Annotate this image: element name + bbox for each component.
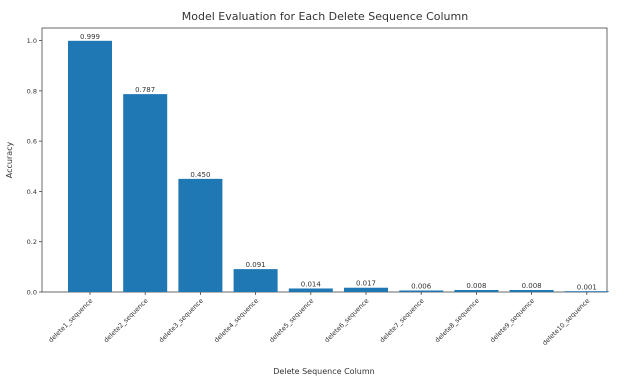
x-axis: delete1_sequence delete2_sequence delete3_… — [47, 292, 591, 347]
y-tick-label: 0.6 — [27, 138, 37, 146]
bar-value-label: 0.014 — [301, 280, 322, 288]
bar — [288, 288, 333, 292]
x-tick-label: delete7_sequence — [378, 297, 426, 345]
bar-value-label: 0.008 — [466, 282, 486, 290]
bar-value-label: 0.091 — [246, 261, 266, 269]
bar — [509, 289, 554, 292]
bar — [233, 269, 278, 292]
x-tick-label: delete8_sequence — [433, 297, 481, 345]
y-tick-label: 1.0 — [27, 37, 37, 45]
x-tick-label: delete5_sequence — [268, 297, 316, 345]
data-labels-group: 0.999 0.787 0.450 0.091 0.014 0.017 0.006 0.008… — [80, 33, 597, 292]
x-tick-label: delete4_sequence — [213, 297, 261, 345]
bar-value-label: 0.001 — [577, 284, 597, 292]
chart-title: Model Evaluation for Each Delete Sequenc… — [182, 10, 468, 23]
x-tick-label: delete10_sequence — [541, 297, 591, 347]
bar — [399, 290, 444, 292]
x-tick-label: delete9_sequence — [489, 297, 537, 345]
y-tick-label: 0.0 — [27, 289, 37, 297]
x-tick-label: delete6_sequence — [323, 297, 371, 345]
x-axis-label: Delete Sequence Column — [273, 367, 374, 376]
bar-value-label: 0.006 — [411, 282, 432, 290]
bar — [68, 40, 112, 292]
bar-value-label: 0.017 — [356, 280, 376, 288]
bar — [454, 289, 499, 292]
y-axis-label: Accuracy — [5, 141, 14, 178]
y-tick-label: 0.4 — [27, 188, 37, 196]
y-axis: 0.0 0.2 0.4 0.6 0.8 1.0 — [27, 37, 42, 297]
bar — [344, 287, 388, 292]
bar — [564, 291, 609, 292]
bar-value-label: 0.787 — [135, 86, 155, 94]
bar-value-label: 0.999 — [80, 33, 100, 41]
y-tick-label: 0.2 — [27, 238, 37, 246]
bar — [178, 178, 223, 292]
bars-group — [68, 40, 609, 292]
x-tick-label: delete3_sequence — [157, 297, 205, 345]
y-tick-label: 0.8 — [27, 87, 37, 95]
x-tick-label: delete2_sequence — [102, 297, 150, 345]
bar-value-label: 0.008 — [522, 282, 542, 290]
x-tick-label: delete1_sequence — [47, 297, 95, 345]
bar-value-label: 0.450 — [190, 171, 210, 179]
bar — [123, 94, 168, 292]
